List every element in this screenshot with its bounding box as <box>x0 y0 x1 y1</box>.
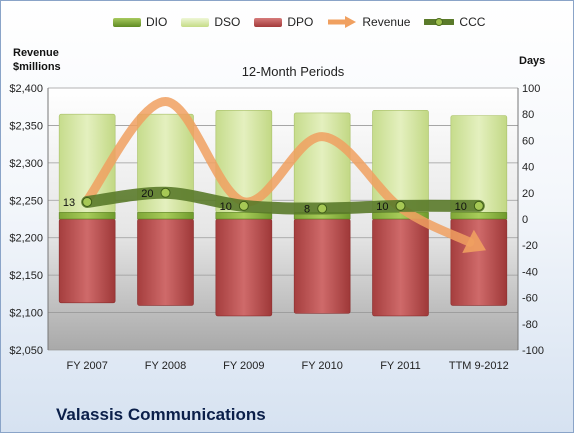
legend-label-dpo: DPO <box>287 15 314 29</box>
right-axis-tick-label: 100 <box>522 83 540 95</box>
bar-dpo <box>137 218 194 306</box>
right-axis-tick-label: 60 <box>522 135 534 147</box>
bar-dpo <box>293 218 351 314</box>
bar-dio <box>450 212 508 220</box>
left-axis-title-line-2: $millions <box>13 61 61 73</box>
legend-label-revenue: Revenue <box>362 15 411 29</box>
legend-label-ccc: CCC <box>459 15 486 29</box>
category-label: FY 2008 <box>145 360 186 372</box>
category-label: FY 2007 <box>66 360 107 372</box>
ccc-data-label: 10 <box>220 201 232 213</box>
legend-swatch-dso <box>181 17 210 27</box>
left-axis-tick-label: $2,350 <box>9 120 43 132</box>
ccc-point <box>317 203 328 214</box>
category-label: FY 2009 <box>223 360 264 372</box>
right-axis-tick-label: -60 <box>522 293 538 305</box>
ccc-point <box>395 200 406 211</box>
revenue-arrowhead <box>462 229 486 253</box>
left-axis-tick-label: $2,050 <box>9 345 43 357</box>
ccc-point <box>238 200 249 211</box>
bar-dpo <box>58 218 116 304</box>
category-label: TTM 9-2012 <box>449 360 509 372</box>
legend-item-ccc: CCC <box>424 15 485 29</box>
legend-item-dio: DIO <box>113 15 167 29</box>
left-axis-tick-label: $2,300 <box>9 158 43 170</box>
bar-dio <box>137 212 194 220</box>
category-label: FY 2010 <box>301 360 342 372</box>
right-axis-tick-label: -100 <box>522 345 544 357</box>
right-axis-tick-label: -40 <box>522 266 538 278</box>
left-axis-tick-label: $2,250 <box>9 195 43 207</box>
ccc-data-label: 20 <box>141 188 153 200</box>
plot-area <box>48 88 518 350</box>
category-label: FY 2011 <box>380 360 421 372</box>
bar-dso <box>293 112 351 213</box>
ccc-point <box>473 200 484 211</box>
bar-dio <box>215 212 273 220</box>
legend-swatch-ccc <box>424 18 455 26</box>
left-axis-title-line-1: Revenue <box>13 47 59 59</box>
left-axis-tick-label: $2,150 <box>9 270 43 282</box>
bar-dpo <box>372 218 429 317</box>
right-axis-tick-label: 80 <box>522 109 534 121</box>
bar-dso <box>372 109 429 213</box>
legend-item-dpo: DPO <box>254 15 313 29</box>
left-axis-title: Revenue $millions <box>13 46 61 74</box>
right-axis-tick-label: 20 <box>522 188 534 200</box>
left-axis-tick-label: $2,100 <box>9 308 43 320</box>
ccc-data-label: 10 <box>455 201 467 213</box>
legend-item-dso: DSO <box>181 15 240 29</box>
legend-swatch-revenue <box>328 16 357 28</box>
legend-swatch-dio <box>113 17 141 27</box>
bar-dpo <box>450 218 508 306</box>
ccc-data-label: 8 <box>304 204 310 216</box>
legend-item-revenue: Revenue <box>327 15 410 29</box>
legend-swatch-dpo <box>254 17 283 27</box>
right-axis-tick-label: 0 <box>522 214 528 226</box>
company-name: Valassis Communications <box>56 405 266 424</box>
bar-dpo <box>215 218 273 317</box>
left-axis-tick-label: $2,200 <box>9 233 43 245</box>
ccc-data-label: 10 <box>376 201 388 213</box>
bar-dio <box>58 212 116 220</box>
legend-label-dso: DSO <box>214 15 241 29</box>
ccc-point <box>160 187 171 198</box>
right-axis-tick-label: 40 <box>522 162 534 174</box>
ccc-data-label: 13 <box>63 197 75 209</box>
left-axis-tick-label: $2,400 <box>9 83 43 95</box>
legend-label-dio: DIO <box>146 15 168 29</box>
bar-dso <box>450 115 508 213</box>
right-axis-title: Days <box>519 55 546 67</box>
chart-legend: DIO DSO DPO Revenue CCC <box>113 14 499 30</box>
ccc-point <box>82 196 93 207</box>
right-axis-tick-label: -80 <box>522 319 538 331</box>
right-axis-tick-label: -20 <box>522 240 538 252</box>
chart-subtitle: 12-Month Periods <box>242 64 345 79</box>
ccc-line <box>81 186 485 215</box>
